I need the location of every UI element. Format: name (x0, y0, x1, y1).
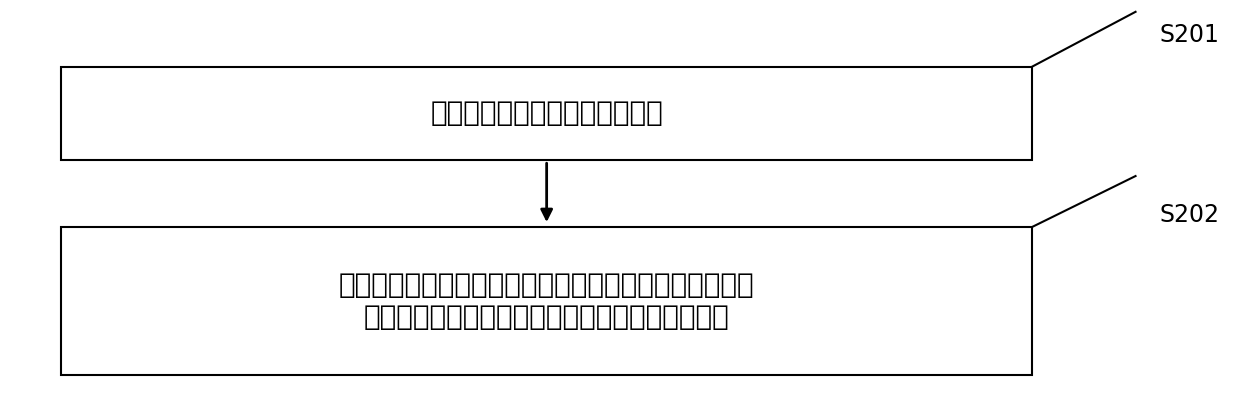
Text: S201: S201 (1160, 23, 1219, 47)
Text: 检测所述蒸发器中的氢气的浓度: 检测所述蒸发器中的氢气的浓度 (430, 99, 663, 127)
FancyBboxPatch shape (61, 227, 1032, 375)
Text: S202: S202 (1160, 203, 1220, 227)
Text: 当检测出的所述浓度小于设定浓度阈值时，控制所述电化
学氢泵上施加的电压换向、并控制所述三通阀换向: 当检测出的所述浓度小于设定浓度阈值时，控制所述电化 学氢泵上施加的电压换向、并控… (338, 271, 755, 331)
FancyBboxPatch shape (61, 67, 1032, 160)
